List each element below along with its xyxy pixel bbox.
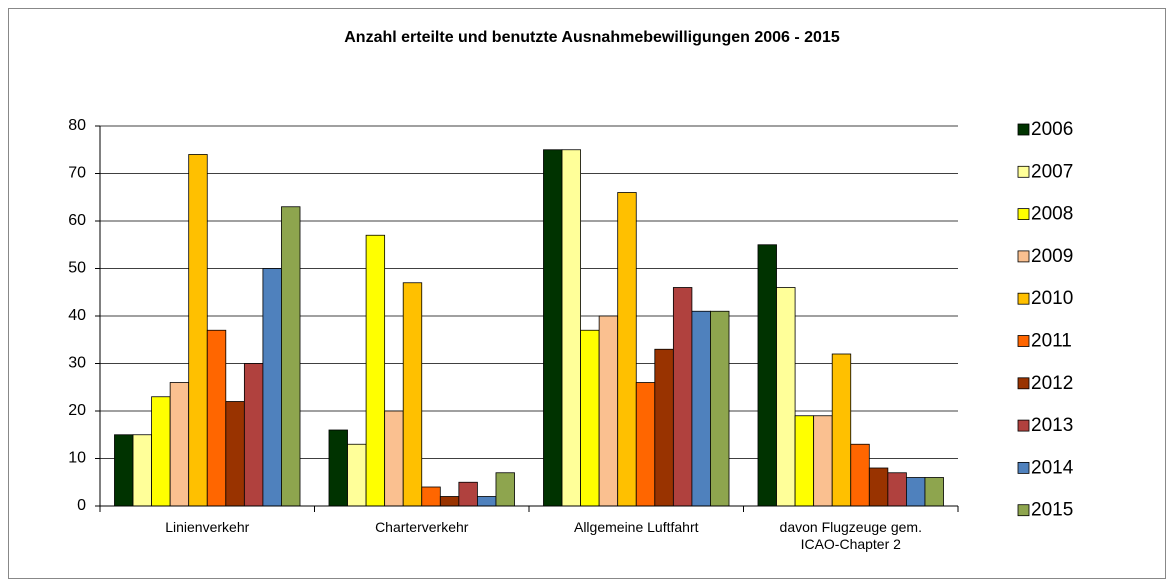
bar xyxy=(543,149,563,507)
y-tick-label: 30 xyxy=(68,355,86,372)
bar xyxy=(169,382,190,507)
bar xyxy=(924,477,944,507)
y-tick-label: 40 xyxy=(68,307,86,324)
bar xyxy=(421,486,441,507)
y-tick-label: 10 xyxy=(68,450,86,467)
bar xyxy=(281,206,301,507)
bar xyxy=(132,434,152,507)
bar xyxy=(365,234,386,507)
legend-label: 2008 xyxy=(1031,204,1073,225)
x-tick-label: Linienverkehr xyxy=(165,519,250,535)
x-tick-label: davon Flugzeuge gem. ICAO-Chapter 2 xyxy=(779,519,922,552)
chart-title: Anzahl erteilte und benutzte Ausnahmebew… xyxy=(344,29,840,46)
legend-label: 2007 xyxy=(1031,161,1073,182)
bar xyxy=(225,401,245,507)
bar xyxy=(561,149,581,507)
x-tick-label: Charterverkehr xyxy=(375,519,469,535)
bar xyxy=(831,353,852,507)
legend-swatch xyxy=(1017,504,1030,517)
legend-label: 2012 xyxy=(1031,373,1073,394)
y-tick-label: 60 xyxy=(68,212,86,229)
legend-label: 2015 xyxy=(1031,500,1073,521)
bar xyxy=(887,472,907,507)
bar xyxy=(439,496,460,507)
bar xyxy=(384,410,404,507)
legend-label: 2009 xyxy=(1031,246,1073,267)
y-tick-label: 70 xyxy=(68,165,86,182)
legend-label: 2010 xyxy=(1031,288,1073,309)
bar xyxy=(402,282,423,507)
bar xyxy=(906,477,926,507)
legend-swatch xyxy=(1017,208,1030,221)
y-tick-label: 20 xyxy=(68,402,86,419)
bar xyxy=(868,467,889,507)
bar xyxy=(328,429,348,507)
bar xyxy=(794,415,815,507)
bar xyxy=(635,382,656,507)
bar xyxy=(850,443,870,507)
bar xyxy=(495,472,515,507)
legend-label: 2014 xyxy=(1031,457,1074,478)
bar xyxy=(654,348,674,507)
y-tick-label: 80 xyxy=(68,117,86,134)
y-tick-label: 50 xyxy=(68,260,86,277)
x-tick-label: Allgemeine Luftfahrt xyxy=(573,519,699,535)
legend-swatch xyxy=(1017,250,1030,263)
bar xyxy=(477,496,497,507)
bar xyxy=(691,310,711,507)
bar xyxy=(580,329,600,507)
legend-swatch xyxy=(1017,419,1030,432)
bar xyxy=(151,396,171,507)
legend-label: 2011 xyxy=(1031,331,1072,352)
bar xyxy=(243,363,264,507)
bar xyxy=(598,315,619,507)
bar xyxy=(757,244,777,507)
bar xyxy=(206,329,227,507)
legend-swatch xyxy=(1017,335,1030,347)
bar xyxy=(710,310,730,507)
bar xyxy=(458,481,478,507)
legend-swatch xyxy=(1017,461,1030,474)
y-tick-label: 0 xyxy=(77,497,86,514)
legend-swatch xyxy=(1017,377,1030,390)
legend-label: 2006 xyxy=(1031,119,1073,140)
bar xyxy=(813,415,833,507)
legend-swatch xyxy=(1017,292,1030,305)
legend-label: 2013 xyxy=(1031,415,1073,436)
legend-swatch xyxy=(1017,165,1030,178)
bar xyxy=(262,268,282,507)
bar xyxy=(617,192,637,507)
bar xyxy=(672,287,693,507)
bar xyxy=(776,287,796,507)
bar xyxy=(114,434,134,507)
bar xyxy=(347,443,367,507)
bar xyxy=(188,154,208,507)
legend-swatch xyxy=(1017,123,1030,136)
